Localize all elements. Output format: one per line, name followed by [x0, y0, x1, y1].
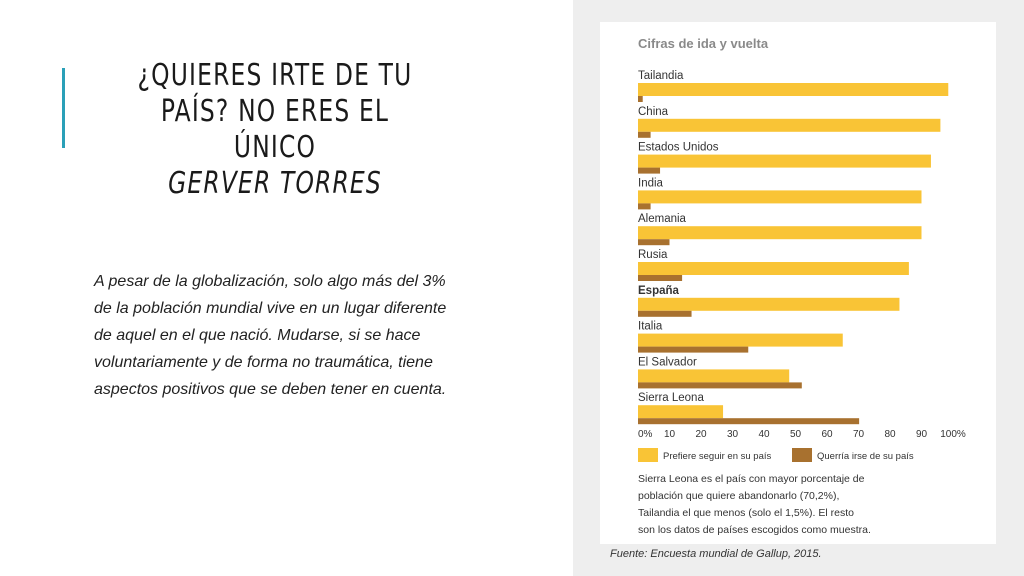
- bar-want-leave: [638, 418, 860, 425]
- bar-want-leave: [638, 203, 651, 210]
- bar-prefer-stay: [638, 226, 922, 240]
- legend-swatch-want-leave: [792, 448, 812, 462]
- title-line-2: PAÍS? NO ERES EL ÚNICO: [160, 94, 390, 165]
- category-label: China: [638, 106, 669, 118]
- chart-card: Cifras de ida y vuelta Tailandia China Esta…: [600, 22, 996, 544]
- chart-note: Sierra Leona es el país con mayor porcen…: [638, 473, 871, 536]
- legend-swatch-prefer-stay: [638, 448, 658, 462]
- title-line-1: ¿QUIERES IRTE DE TU: [137, 58, 413, 93]
- bar-prefer-stay: [638, 297, 900, 311]
- category-label: Rusia: [638, 249, 668, 261]
- bar-prefer-stay: [638, 190, 922, 204]
- chart-title: Cifras de ida y vuelta: [638, 36, 769, 51]
- bar-prefer-stay: [638, 405, 724, 419]
- bar-want-leave: [638, 310, 692, 317]
- bar-want-leave: [638, 275, 683, 281]
- category-label: Sierra Leona: [638, 392, 704, 404]
- x-tick-label: 90: [916, 429, 928, 440]
- bar-want-leave: [638, 382, 802, 389]
- x-tick-label: 30: [727, 429, 739, 440]
- bar-want-leave: [638, 131, 651, 138]
- chart-source: Fuente: Encuesta mundial de Gallup, 2015…: [610, 548, 822, 560]
- legend-label-want-leave: Querría irse de su país: [817, 451, 914, 462]
- bar-want-leave: [638, 346, 749, 353]
- bar-prefer-stay: [638, 118, 941, 132]
- bar-chart: Cifras de ida y vuelta Tailandia China Esta…: [638, 36, 966, 536]
- category-label: Alemania: [638, 213, 687, 225]
- x-tick-label: 80: [884, 429, 896, 440]
- bar-want-leave: [638, 167, 661, 174]
- category-label: Estados Unidos: [638, 142, 719, 154]
- x-tick-label: 100%: [940, 429, 966, 440]
- bar-prefer-stay: [638, 154, 931, 168]
- x-tick-label: 20: [695, 429, 707, 440]
- x-tick-label: 10: [664, 429, 676, 440]
- x-tick-label: 40: [758, 429, 770, 440]
- category-label: El Salvador: [638, 356, 697, 368]
- x-tick-label: 70: [853, 429, 865, 440]
- category-label: India: [638, 177, 664, 189]
- author-name: GERVER TORRES: [168, 166, 382, 201]
- category-label: Italia: [638, 321, 663, 333]
- x-tick-label: 60: [821, 429, 833, 440]
- x-tick-label: 0%: [638, 429, 653, 440]
- bar-prefer-stay: [638, 369, 790, 383]
- slide-title: ¿QUIERES IRTE DE TU PAÍS? NO ERES EL ÚNI…: [131, 58, 420, 202]
- category-label: Tailandia: [638, 70, 684, 82]
- bar-prefer-stay: [638, 333, 843, 347]
- accent-bar: [62, 68, 65, 148]
- bar-prefer-stay: [638, 83, 949, 96]
- x-tick-label: 50: [790, 429, 802, 440]
- category-label: España: [638, 285, 680, 297]
- bar-want-leave: [638, 239, 670, 246]
- body-paragraph: A pesar de la globalización, solo algo m…: [94, 273, 447, 398]
- bar-prefer-stay: [638, 262, 909, 275]
- legend-label-prefer-stay: Prefiere seguir en su país: [663, 451, 772, 462]
- bar-want-leave: [638, 96, 643, 102]
